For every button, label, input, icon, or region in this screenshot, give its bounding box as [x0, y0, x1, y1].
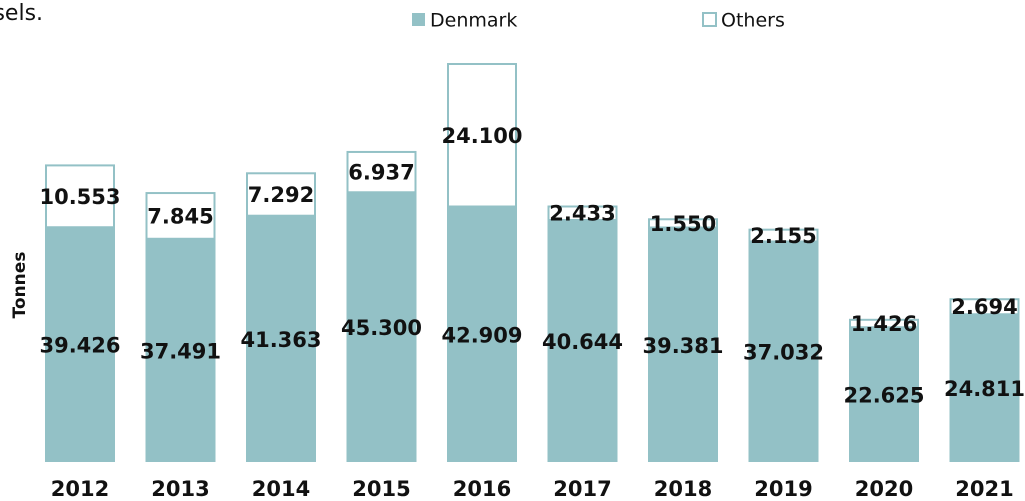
x-tick-label: 2013: [151, 477, 209, 501]
data-label: 2.694: [951, 295, 1017, 319]
bar-segment: [849, 318, 919, 329]
x-tick-label: 2018: [654, 477, 712, 501]
bar-segment: [648, 227, 718, 462]
bar-segment: [849, 327, 919, 462]
bar-segment: [547, 219, 618, 462]
bar-segment: [748, 241, 819, 462]
legend-label: Others: [721, 10, 785, 32]
bar-segment: [447, 63, 517, 208]
data-label: 41.363: [240, 328, 321, 352]
x-tick-label: 2015: [352, 477, 410, 501]
x-tick-label: 2012: [51, 477, 109, 501]
data-label: 37.491: [140, 339, 221, 363]
legend-label: Denmark: [430, 10, 517, 32]
data-label: 39.381: [642, 334, 723, 358]
data-label: 10.553: [39, 185, 120, 209]
data-label: 24.100: [441, 124, 522, 148]
caption: ssels.: [0, 1, 43, 26]
data-label: 6.937: [348, 161, 414, 185]
bar-segment: [346, 150, 417, 194]
bar-segment: [45, 164, 115, 229]
bar-segment: [246, 172, 316, 217]
data-label: 42.909: [441, 323, 522, 347]
data-label: 39.426: [39, 334, 120, 358]
bar-segment: [447, 206, 517, 462]
data-label: 1.426: [851, 312, 917, 336]
data-label: 45.300: [341, 316, 422, 340]
x-tick-label: 2020: [855, 477, 913, 501]
data-label: 2.433: [549, 202, 615, 226]
y-axis-label: Tonnes: [10, 252, 30, 319]
data-label: 7.292: [248, 183, 314, 207]
x-tick-label: 2014: [252, 477, 310, 501]
bar-segment: [547, 205, 618, 221]
bar-segment: [145, 192, 216, 240]
legend-swatch: [412, 13, 425, 26]
bar-segment: [346, 192, 417, 462]
legend-swatch: [702, 12, 717, 27]
data-label: 1.550: [650, 212, 716, 236]
data-label: 37.032: [743, 341, 824, 365]
bar-segment: [949, 298, 1020, 316]
bar-segment: [949, 314, 1020, 462]
bar-segment: [648, 218, 718, 229]
x-tick-label: 2017: [553, 477, 611, 501]
x-tick-label: 2021: [955, 477, 1013, 501]
bar-segment: [45, 227, 115, 462]
x-tick-label: 2016: [453, 477, 511, 501]
data-label: 24.811: [944, 377, 1025, 401]
bar-segment: [145, 238, 216, 462]
data-label: 7.845: [147, 204, 213, 228]
data-label: 2.155: [750, 224, 816, 248]
data-label: 22.625: [843, 384, 924, 408]
data-label: 40.644: [542, 330, 623, 354]
bar-segment: [748, 228, 819, 243]
x-tick-label: 2019: [754, 477, 812, 501]
bar-segment: [246, 215, 316, 462]
